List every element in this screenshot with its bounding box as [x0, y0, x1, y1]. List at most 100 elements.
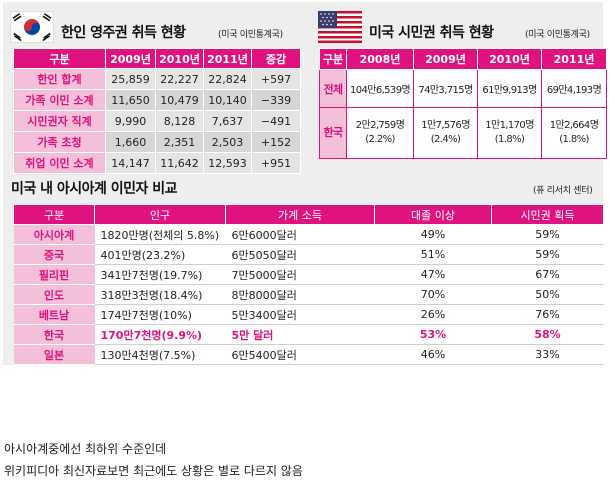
citizen-cell: 76%	[491, 304, 604, 325]
college-cell: 49%	[374, 224, 492, 245]
college-cell: 47%	[374, 264, 492, 285]
column-header: 대졸 이상	[374, 204, 492, 225]
table-row-highlighted: 한국 170만7천명(9.9%) 5만 달러 53% 58%	[13, 324, 604, 345]
table-cell: +152	[251, 131, 301, 153]
asia-section-title: 미국 내 아시아계 이민자 비교	[11, 181, 178, 197]
column-header: 2011년	[541, 48, 607, 70]
income-cell: 6만6000달러	[225, 224, 375, 245]
row-label: 취업 이민 소계	[13, 152, 106, 174]
row-label: 가족 이민 소계	[13, 89, 106, 111]
caption-line: 위키피디아 최신자료보면 최근에도 상황은 별로 다르지 않음	[4, 464, 303, 478]
us-citizenship-table: 구분 2008년 2009년 2010년 2011년 전체 104만6,539명…	[319, 48, 607, 159]
column-header: 2009년	[105, 48, 156, 69]
table-row: 베트남 174만7천명(10%) 5만3400달러 26% 76%	[13, 304, 604, 325]
population-cell: 130만4천명(7.5%)	[94, 344, 226, 365]
citizen-cell: 59%	[491, 244, 604, 265]
table-row: 중국 401만명(23.2%) 6만5050달러 51% 59%	[13, 244, 604, 265]
table-cell: 10,479	[155, 89, 204, 111]
table-row: 필리핀 341만7천명(19.7%) 7만5000달러 47% 67%	[13, 264, 604, 285]
column-header: 가계 소득	[225, 204, 375, 225]
table-cell: +597	[251, 68, 301, 90]
table-cell: −339	[251, 89, 301, 111]
population-cell: 174만7천명(10%)	[94, 304, 226, 325]
table-cell: +951	[251, 152, 301, 174]
row-label: 일본	[13, 344, 95, 365]
citizen-cell: 59%	[491, 224, 604, 245]
row-label: 시민권자 직계	[13, 110, 106, 132]
column-header: 2009년	[413, 48, 478, 70]
table-cell: −491	[251, 110, 301, 132]
table-cell: 12,593	[203, 152, 252, 174]
table-header-row: 구분 2008년 2009년 2010년 2011년	[319, 48, 607, 70]
table-cell: 69만4,193명	[541, 69, 607, 108]
citizen-cell: 58%	[491, 324, 604, 345]
table-header-row: 구분 2009년 2010년 2011년 증감	[13, 48, 301, 69]
column-header: 구분	[13, 48, 106, 69]
column-header: 2008년	[346, 48, 414, 70]
table-cell: 1만7,576명 (2.4%)	[413, 107, 478, 159]
table-row: 아시아계 1820만명(전체의 5.8%) 6만6000달러 49% 59%	[13, 224, 604, 245]
us-section-title: 미국 시민권 취득 현황	[369, 25, 494, 41]
table-cell: 10,140	[203, 89, 252, 111]
us-source: (미국 이민통계국)	[525, 30, 590, 40]
table-cell: 22,824	[203, 68, 252, 90]
row-label: 베트남	[13, 304, 95, 325]
korea-flag-icon	[10, 11, 54, 43]
korea-section-title: 한인 영주권 취득 현황	[61, 25, 186, 41]
population-cell: 318만3천명(18.4%)	[94, 284, 226, 305]
college-cell: 26%	[374, 304, 492, 325]
table-row: 전체 104만6,539명 74만3,715명 61만9,913명 69만4,1…	[319, 69, 607, 108]
us-flag-icon	[318, 11, 362, 43]
income-cell: 8만8000달러	[225, 284, 375, 305]
table-row: 가족 초청 1,660 2,351 2,503 +152	[13, 131, 301, 153]
table-cell: 2만2,759명 (2.2%)	[346, 107, 414, 159]
row-label: 전체	[319, 69, 347, 108]
table-cell: 8,128	[155, 110, 204, 132]
cell-count: 1만7,576명	[421, 120, 470, 131]
college-cell: 53%	[374, 324, 492, 345]
table-row: 시민권자 직계 9,990 8,128 7,637 −491	[13, 110, 301, 132]
table-cell: 2,503	[203, 131, 252, 153]
asia-source: (퓨 리서치 센터)	[533, 186, 593, 196]
cell-percent: (2.2%)	[365, 134, 395, 145]
table-cell: 2,351	[155, 131, 204, 153]
table-cell: 1만1,170명 (1.8%)	[477, 107, 542, 159]
table-row: 일본 130만4천명(7.5%) 6만5400달러 46% 33%	[13, 344, 604, 365]
table-header-row: 구분 인구 가계 소득 대졸 이상 시민권 획득	[13, 204, 604, 225]
row-label: 아시아계	[13, 224, 95, 245]
table-cell: 9,990	[105, 110, 156, 132]
population-cell: 341만7천명(19.7%)	[94, 264, 226, 285]
income-cell: 5만3400달러	[225, 304, 375, 325]
cell-count: 1만2,664명	[549, 120, 599, 131]
college-cell: 46%	[374, 344, 492, 365]
income-cell: 6만5050달러	[225, 244, 375, 265]
table-row: 한인 합계 25,859 22,227 22,824 +597	[13, 68, 301, 90]
cell-percent: (1.8%)	[559, 134, 589, 145]
table-cell: 25,859	[105, 68, 156, 90]
table-row: 인도 318만3천명(18.4%) 8만8000달러 70% 50%	[13, 284, 604, 305]
table-cell: 14,147	[105, 152, 156, 174]
citizen-cell: 50%	[491, 284, 604, 305]
table-cell: 22,227	[155, 68, 204, 90]
income-cell: 6만5400달러	[225, 344, 375, 365]
column-header: 2010년	[477, 48, 542, 70]
citizen-cell: 67%	[491, 264, 604, 285]
column-header: 시민권 획득	[491, 204, 604, 225]
table-cell: 11,650	[105, 89, 156, 111]
table-row: 한국 2만2,759명 (2.2%) 1만7,576명 (2.4%) 1만1,170…	[319, 107, 607, 159]
table-row: 가족 이민 소계 11,650 10,479 10,140 −339	[13, 89, 301, 111]
column-header: 2010년	[155, 48, 204, 69]
income-cell: 5만 달러	[225, 324, 375, 345]
table-cell: 74만3,715명	[413, 69, 478, 108]
row-label: 필리핀	[13, 264, 95, 285]
cell-count: 1만1,170명	[485, 120, 534, 131]
column-header: 증감	[251, 48, 301, 69]
row-label: 인도	[13, 284, 95, 305]
table-cell: 1,660	[105, 131, 156, 153]
asian-immigrant-comparison-table: 구분 인구 가계 소득 대졸 이상 시민권 획득 아시아계 1820만명(전체의…	[13, 204, 604, 365]
row-label: 한국	[13, 324, 95, 345]
table-row: 취업 이민 소계 14,147 11,642 12,593 +951	[13, 152, 301, 174]
table-cell: 7,637	[203, 110, 252, 132]
caption-line: 아시아계중에선 최하위 수준인데	[4, 442, 167, 456]
college-cell: 51%	[374, 244, 492, 265]
